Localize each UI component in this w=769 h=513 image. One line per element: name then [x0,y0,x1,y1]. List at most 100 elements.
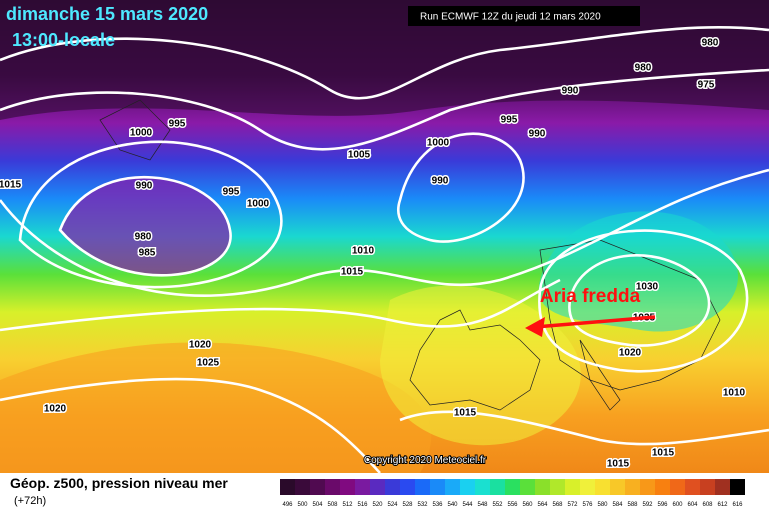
scale-label: 548 [477,502,488,508]
isobar-label: 1020 [619,348,642,359]
forecast-time: 13:00-locale [12,30,115,50]
color-swatch [730,479,745,495]
run-info: Run ECMWF 12Z du jeudi 12 mars 2020 [420,12,601,23]
color-swatch [355,479,370,495]
color-swatch [400,479,415,495]
scale-label: 508 [327,502,338,508]
scale-label: 532 [417,502,428,508]
isobar-label: 1030 [636,282,659,293]
scale-label: 536 [432,502,443,508]
scale-label: 524 [387,502,398,508]
isobar-label: 995 [169,119,186,130]
color-swatch [715,479,730,495]
scale-label: 500 [297,502,308,508]
scale-label: 516 [357,502,368,508]
footer-subtitle: (+72h) [14,495,46,507]
color-swatch [670,479,685,495]
color-swatch [595,479,610,495]
scale-label: 596 [657,502,668,508]
color-swatch [520,479,535,495]
color-swatch [460,479,475,495]
scale-label: 588 [627,502,638,508]
arrow-head [525,317,545,337]
color-swatch [505,479,520,495]
scale-label: 556 [507,502,518,508]
isobar-label: 1025 [197,358,220,369]
isobar-label: 990 [136,181,153,192]
isobar-labels: 980 980 975 990 995 990 1000 990 1005 995 1000 990 9… [0,36,747,471]
isobar-label: 1015 [0,180,22,191]
annotation-text: Aria fredda [540,286,641,307]
scale-label: 604 [687,502,698,508]
scale-label: 528 [402,502,413,508]
color-swatch [700,479,715,495]
isobar-label: 990 [562,86,579,97]
scale-label: 592 [642,502,653,508]
color-swatch [550,479,565,495]
forecast-date: dimanche 15 mars 2020 [6,4,208,24]
footer-title: Géop. z500, pression niveau mer [10,475,228,491]
isobar-label: 995 [223,187,240,198]
color-swatch [415,479,430,495]
color-swatch [610,479,625,495]
color-swatch [295,479,310,495]
scale-label: 496 [282,502,293,508]
scale-label: 564 [537,502,548,508]
scale-label: 568 [552,502,563,508]
color-swatch [640,479,655,495]
isobar-label: 1000 [247,199,270,210]
scale-label: 572 [567,502,578,508]
isobar-label: 990 [432,176,449,187]
isobar-label: 1015 [341,267,364,278]
color-swatch [325,479,340,495]
color-scale: 496 500 504 508 512 516 520 524 528 532 536 540 544 5… [280,479,745,508]
isobar-label: 995 [501,115,518,126]
scale-label: 552 [492,502,503,508]
isobar-label: 985 [139,248,156,259]
scale-label: 612 [717,502,728,508]
isobar-label: 1010 [723,388,746,399]
scale-label: 616 [732,502,743,508]
color-swatch [385,479,400,495]
isobar-label: 1010 [352,246,375,257]
color-swatch [655,479,670,495]
isobars [0,25,769,474]
scale-label: 580 [597,502,608,508]
scale-label: 544 [462,502,473,508]
color-swatch [580,479,595,495]
isobar-label: 1015 [454,408,477,419]
arrow-shaft [534,315,656,329]
color-swatch [625,479,640,495]
isobar-label: 1015 [652,448,675,459]
scale-label: 504 [312,502,323,508]
copyright: Copyright 2020 Meteociel.fr [364,455,487,466]
color-swatch [445,479,460,495]
color-swatch [310,479,325,495]
scale-label: 608 [702,502,713,508]
isobar-label: 990 [529,129,546,140]
run-box [408,6,640,26]
isobar-label: 1020 [189,340,212,351]
color-swatch [370,479,385,495]
map-field [0,0,769,473]
scale-label: 512 [342,502,353,508]
isobar-label: 1000 [130,128,153,139]
scale-label: 520 [372,502,383,508]
scale-label: 600 [672,502,683,508]
annotation: Aria fredda [525,286,656,337]
isobar-label: 980 [635,63,652,74]
isobar-label: 1015 [607,459,630,470]
isobar-label: 980 [135,232,152,243]
scale-label: 560 [522,502,533,508]
color-swatch [490,479,505,495]
isobar-label: 975 [698,80,715,91]
color-swatch [565,479,580,495]
color-swatch [535,479,550,495]
color-swatch [340,479,355,495]
isobar-label: 1000 [427,138,450,149]
scale-label: 576 [582,502,593,508]
color-swatch [475,479,490,495]
color-swatch [685,479,700,495]
